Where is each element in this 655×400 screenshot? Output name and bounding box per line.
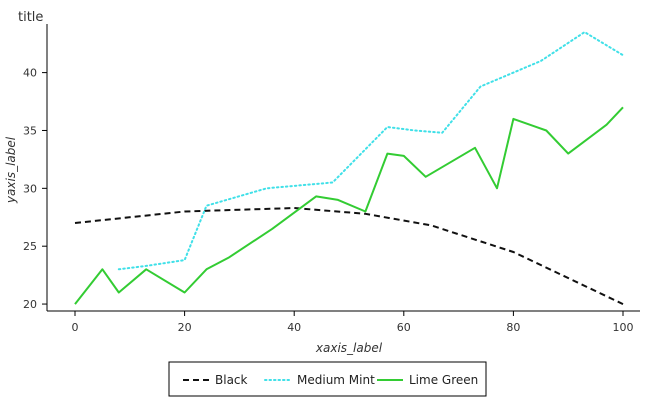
x-axis-ticks: 0 20 40 60 80 100 — [72, 311, 634, 334]
series-line-medium-mint — [117, 31, 624, 271]
x-tick-label: 20 — [178, 321, 192, 334]
legend-label-lime-green: Lime Green — [409, 373, 478, 387]
y-tick-label: 20 — [23, 298, 37, 311]
series-layer — [74, 31, 624, 306]
axes — [46, 24, 640, 312]
x-axis-label: xaxis_label — [315, 341, 383, 355]
series-line-black — [74, 207, 624, 306]
legend-item-lime-green: Lime Green — [377, 373, 478, 387]
y-axis-label: yaxis_label — [4, 136, 18, 204]
legend-item-black: Black — [183, 373, 248, 387]
legend-box — [168, 361, 487, 397]
legend-label-medium-mint: Medium Mint — [297, 373, 375, 387]
legend-item-medium-mint: Medium Mint — [264, 373, 375, 387]
series-line-lime-green — [74, 106, 624, 305]
x-tick-label: 100 — [613, 321, 634, 334]
legend-label-black: Black — [215, 373, 248, 387]
x-tick-label: 60 — [397, 321, 411, 334]
x-tick-label: 0 — [72, 321, 79, 334]
y-tick-label: 40 — [23, 67, 37, 80]
legend: Black Medium Mint Lime Green — [168, 361, 487, 397]
y-tick-label: 30 — [23, 182, 37, 195]
y-tick-label: 35 — [23, 124, 37, 137]
x-tick-label: 40 — [287, 321, 301, 334]
y-axis-ticks: 20 25 30 35 40 — [23, 67, 47, 311]
chart-title: title — [18, 10, 43, 25]
y-tick-label: 25 — [23, 240, 37, 253]
x-tick-label: 80 — [506, 321, 520, 334]
